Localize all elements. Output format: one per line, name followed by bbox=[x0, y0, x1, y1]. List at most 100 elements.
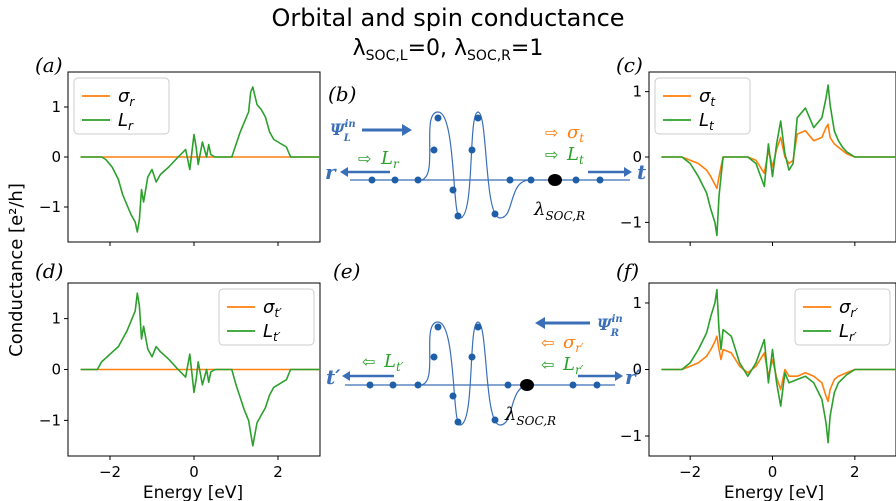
diagram-e-loops bbox=[419, 321, 531, 426]
atom bbox=[430, 353, 438, 361]
legend-label: Lt′ bbox=[263, 321, 281, 344]
x-tick-label: 2 bbox=[850, 463, 860, 481]
hollow-arrow-Lr: ⇦ bbox=[541, 355, 554, 374]
legend-label: Lr′ bbox=[839, 321, 857, 344]
atom bbox=[468, 353, 476, 361]
atom bbox=[368, 176, 376, 184]
panel-label-a: (a) bbox=[35, 53, 63, 77]
soc-atom bbox=[548, 174, 562, 186]
y-tick-label: 0 bbox=[632, 361, 642, 379]
atom bbox=[468, 146, 476, 154]
atom bbox=[454, 418, 462, 426]
psi-label: Ψin L bbox=[330, 119, 356, 144]
t-arrow-head bbox=[342, 371, 350, 381]
y-tick-label: −1 bbox=[39, 411, 61, 429]
atom bbox=[434, 323, 442, 331]
legend-label: Lr bbox=[118, 110, 134, 133]
series-line-sigma bbox=[661, 335, 896, 403]
panel-label-e: (e) bbox=[333, 259, 360, 283]
diagram-b: Ψin L ⇨ Lr r ⇨ σt ⇨ Lt t λSOC,R bbox=[325, 111, 647, 223]
atom bbox=[527, 176, 535, 184]
Lt-label: Lt′ bbox=[383, 351, 404, 374]
left-end-label: t′ bbox=[326, 365, 341, 389]
psi-label: Ψin R bbox=[597, 314, 623, 339]
r-arrow-head bbox=[340, 167, 348, 177]
atom bbox=[389, 381, 397, 389]
x-tick-label: −2 bbox=[679, 463, 701, 481]
sigma-t-label: σt bbox=[567, 122, 584, 145]
hollow-arrow-Lr: ⇨ bbox=[358, 149, 371, 168]
atom bbox=[506, 176, 514, 184]
legend-label: σt′ bbox=[263, 297, 282, 320]
panel-label-d: (d) bbox=[35, 259, 63, 283]
x-axis-label-left: Energy [eV] bbox=[143, 483, 243, 501]
y-tick-label: −1 bbox=[620, 427, 642, 445]
x-tick-label: 0 bbox=[189, 463, 199, 481]
y-tick-label: 0 bbox=[51, 148, 61, 166]
hollow-arrow-sigma-t: ⇨ bbox=[545, 123, 558, 142]
atom bbox=[391, 176, 399, 184]
atom bbox=[474, 114, 482, 122]
soc-label: λSOC,R bbox=[504, 404, 556, 428]
legend-label: σr bbox=[118, 86, 135, 109]
atom bbox=[474, 323, 482, 331]
atom bbox=[572, 176, 580, 184]
y-tick-label: 1 bbox=[51, 98, 61, 116]
hollow-arrow-sigma-r: ⇦ bbox=[541, 333, 554, 352]
atom bbox=[569, 381, 577, 389]
panel-label-b: (b) bbox=[328, 82, 356, 106]
psi-arrow-head bbox=[402, 124, 412, 136]
Lt-label: Lt bbox=[566, 144, 584, 167]
x-tick-label: 0 bbox=[768, 463, 778, 481]
Lr-label: Lr′ bbox=[562, 354, 584, 377]
diagram-b-loops bbox=[419, 111, 531, 219]
atom bbox=[504, 381, 512, 389]
figure-subtitle: λSOC,L=0, λSOC,R=1 bbox=[353, 36, 544, 64]
y-tick-label: 1 bbox=[632, 294, 642, 312]
t-arrow-head bbox=[624, 167, 632, 177]
y-tick-label: 1 bbox=[51, 310, 61, 328]
figure-title: Orbital and spin conductance bbox=[271, 4, 624, 32]
y-tick-label: −1 bbox=[620, 213, 642, 231]
soc-label: λSOC,R bbox=[533, 199, 585, 223]
y-tick-label: 0 bbox=[632, 148, 642, 166]
series-line-L bbox=[661, 288, 896, 444]
atom bbox=[414, 381, 422, 389]
x-tick-label: −2 bbox=[99, 463, 121, 481]
y-tick-label: −1 bbox=[39, 198, 61, 216]
atom bbox=[430, 146, 438, 154]
y-tick-label: 0 bbox=[51, 361, 61, 379]
legend-label: σr′ bbox=[839, 297, 858, 320]
atom bbox=[414, 176, 422, 184]
atom bbox=[454, 212, 462, 220]
panel-label-c: (c) bbox=[616, 53, 643, 77]
soc-atom bbox=[520, 379, 534, 391]
hollow-arrow-Lt: ⇨ bbox=[545, 145, 558, 164]
atom bbox=[434, 114, 442, 122]
series-line-L bbox=[661, 84, 896, 237]
left-end-label: r bbox=[325, 160, 337, 184]
x-axis-label-right: Energy [eV] bbox=[724, 483, 824, 501]
plot-f: −1 0 1 −2 0 2 σr′Lr′ bbox=[620, 282, 896, 481]
Lr-label: Lr bbox=[380, 148, 400, 171]
right-end-label: t bbox=[637, 160, 647, 184]
r-arrow-head bbox=[615, 371, 623, 381]
legend-label: Lt bbox=[699, 110, 715, 133]
sigma-r-label: σr′ bbox=[563, 332, 584, 355]
atom bbox=[449, 186, 457, 194]
atom bbox=[596, 176, 604, 184]
diagram-e: Ψin R ⇦ σr′ ⇦ Lr′ r′ ⇦ Lt′ t′ λSOC,R bbox=[326, 314, 642, 428]
x-tick-label: 2 bbox=[273, 463, 283, 481]
y-tick-label: 1 bbox=[632, 83, 642, 101]
atom bbox=[593, 381, 601, 389]
hollow-arrow-Lt: ⇦ bbox=[362, 352, 375, 371]
plot-d: −1 0 1 −2 0 2 σt′Lt′ bbox=[39, 282, 321, 481]
panel-label-f: (f) bbox=[616, 259, 639, 283]
y-axis-label: Conductance [e²/h] bbox=[6, 183, 27, 357]
atom bbox=[491, 416, 499, 424]
psi-arrow-head bbox=[535, 317, 545, 329]
series-line-L bbox=[80, 86, 320, 233]
